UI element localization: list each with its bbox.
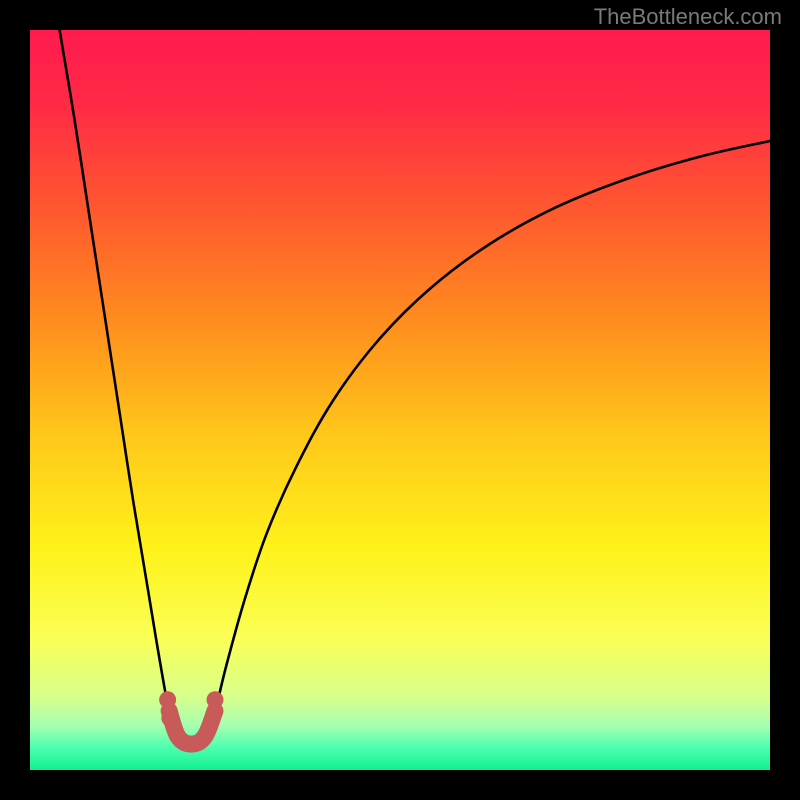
watermark-label: TheBottleneck.com [594, 4, 782, 30]
plot-background [30, 30, 770, 770]
chart-container: { "canvas": { "width": 800, "height": 80… [0, 0, 800, 800]
bottleneck-curve-plot [0, 0, 800, 800]
